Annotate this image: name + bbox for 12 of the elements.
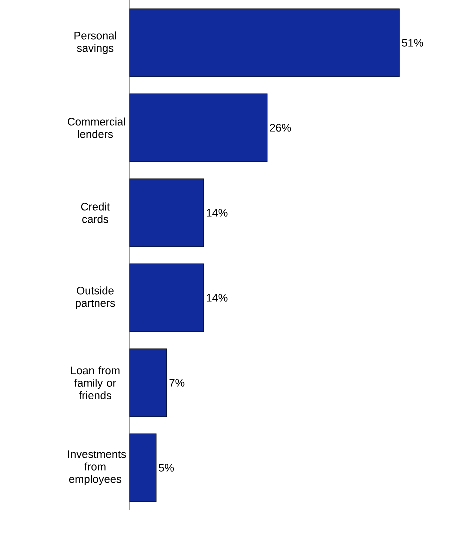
data-label: 51%	[402, 39, 424, 47]
data-label: 14%	[207, 294, 228, 302]
y-tick-label: Outside partners	[76, 286, 116, 310]
data-label: 26%	[270, 124, 292, 132]
y-tick-label: Commercial lenders	[68, 118, 126, 138]
y-tick-label: Loan from family or friends	[71, 366, 120, 400]
data-label: 5%	[159, 464, 174, 472]
y-tick-label: Credit cards	[81, 202, 110, 224]
data-label: 14%	[207, 209, 228, 217]
y-tick-label: Investments from employees	[68, 450, 126, 486]
data-label: 7%	[170, 379, 185, 387]
y-tick-label: Personal savings	[74, 32, 116, 54]
